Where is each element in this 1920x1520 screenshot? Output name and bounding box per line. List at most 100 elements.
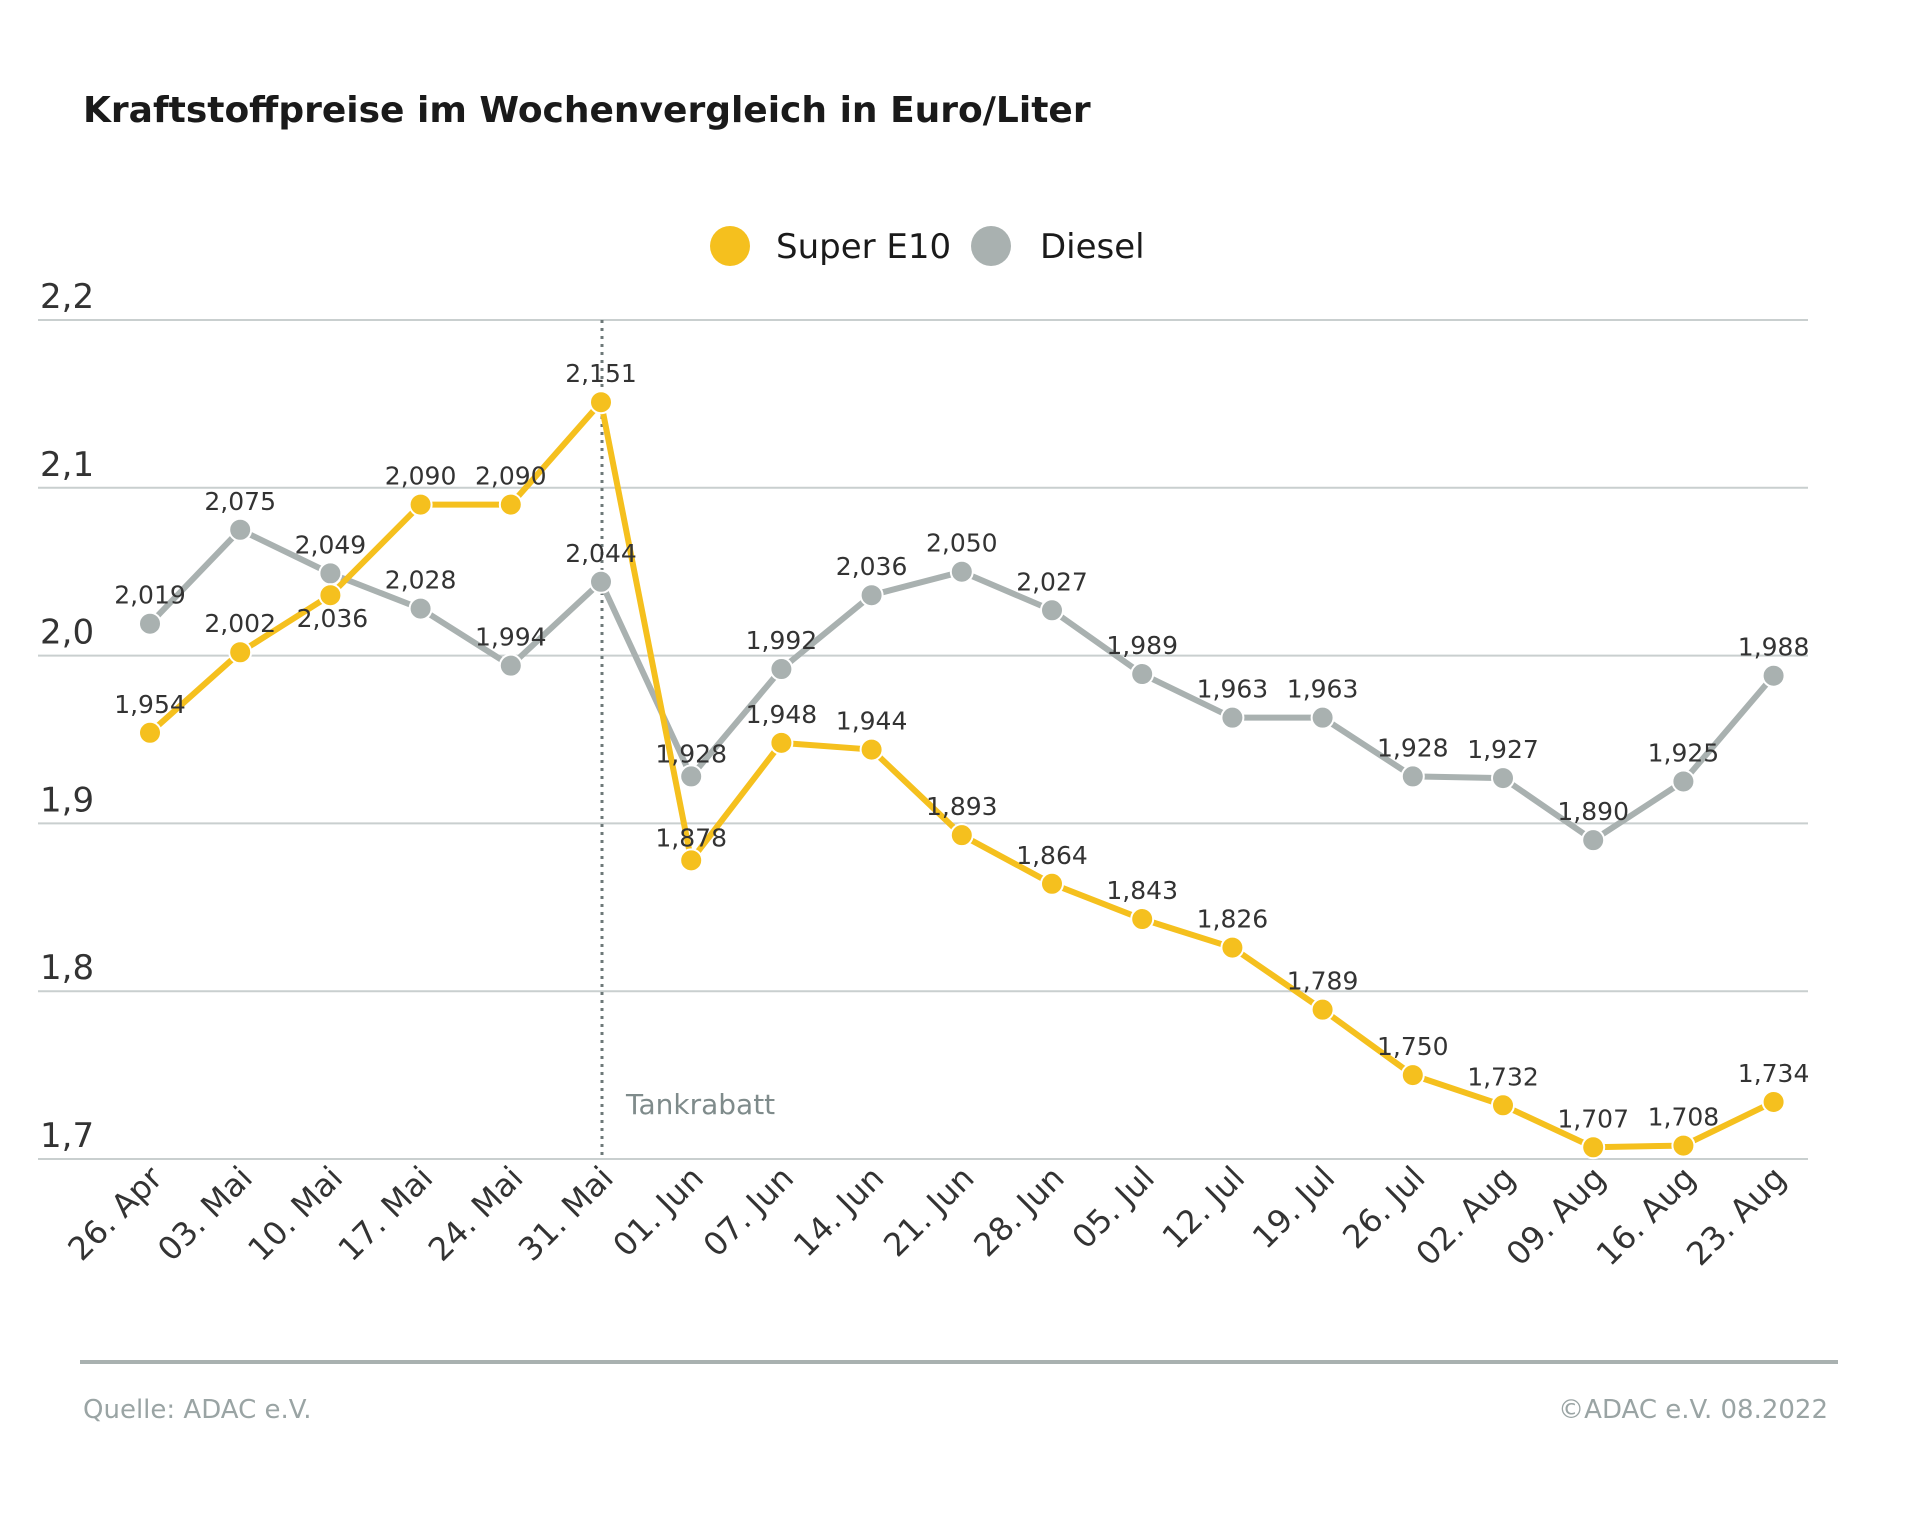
data-label-super-e10: 1,708 <box>1648 1103 1720 1132</box>
data-point-diesel <box>1220 705 1245 730</box>
x-tick-label: 26. Apr <box>60 1158 170 1268</box>
x-tick-label: 17. Mai <box>331 1159 441 1269</box>
data-label-super-e10: 1,750 <box>1377 1032 1449 1061</box>
data-label-super-e10: 1,826 <box>1197 905 1269 934</box>
data-point-super-e10 <box>498 492 523 517</box>
chart-title: Kraftstoffpreise im Wochenvergleich in E… <box>83 90 1091 131</box>
data-point-diesel <box>589 569 613 594</box>
data-label-diesel: 2,050 <box>926 529 998 558</box>
data-point-super-e10 <box>1220 935 1245 960</box>
data-point-super-e10 <box>949 823 974 848</box>
legend: Super E10 Diesel <box>710 226 1145 267</box>
data-label-diesel: 2,028 <box>385 566 457 595</box>
data-point-super-e10 <box>1491 1093 1515 1118</box>
data-point-super-e10 <box>769 730 794 755</box>
data-point-super-e10 <box>589 390 613 415</box>
data-label-diesel: 2,027 <box>1016 567 1088 596</box>
data-label-diesel: 1,992 <box>746 626 818 655</box>
tankrabatt-label: Tankrabatt <box>625 1088 775 1121</box>
data-label-diesel: 2,019 <box>114 581 186 610</box>
data-label-diesel: 1,928 <box>1377 733 1449 762</box>
footer-copyright: ©ADAC e.V. 08.2022 <box>1558 1395 1828 1425</box>
data-point-super-e10 <box>1400 1063 1425 1088</box>
data-label-diesel: 2,075 <box>204 487 276 516</box>
data-point-diesel <box>318 561 343 586</box>
legend-label-super-e10: Super E10 <box>776 227 951 267</box>
data-label-super-e10: 2,036 <box>297 604 369 633</box>
legend-marker-super-e10 <box>710 226 750 266</box>
y-tick-label: 1,9 <box>40 780 94 820</box>
data-label-super-e10: 1,843 <box>1106 876 1178 905</box>
x-tick-label: 05. Jul <box>1065 1159 1162 1256</box>
grid <box>38 319 1808 1160</box>
y-tick-label: 2,1 <box>40 445 94 485</box>
data-label-super-e10: 1,944 <box>836 707 908 736</box>
x-tick-label: 23. Aug <box>1679 1159 1793 1273</box>
data-label-diesel: 2,044 <box>565 539 637 568</box>
data-point-diesel <box>498 653 523 678</box>
data-label-super-e10: 1,732 <box>1467 1062 1539 1091</box>
x-tick-label: 14. Jun <box>786 1159 891 1264</box>
data-point-diesel <box>1761 663 1786 688</box>
y-axis-ticks: 1,7 1,8 1,9 2,0 2,1 2,2 <box>40 277 94 1156</box>
data-point-diesel <box>949 559 974 584</box>
x-tick-label: 03. Mai <box>150 1159 260 1269</box>
data-label-diesel: 2,049 <box>295 530 367 559</box>
data-point-super-e10 <box>1581 1135 1606 1160</box>
data-point-diesel <box>859 583 884 608</box>
data-label-super-e10: 2,002 <box>204 609 276 638</box>
x-tick-label: 12. Jul <box>1155 1159 1252 1256</box>
data-label-super-e10: 1,864 <box>1016 841 1088 870</box>
data-point-super-e10 <box>1761 1089 1786 1114</box>
x-tick-label: 10. Mai <box>240 1159 350 1269</box>
data-label-super-e10: 2,090 <box>475 462 547 491</box>
data-point-diesel <box>1310 705 1335 730</box>
legend-label-diesel: Diesel <box>1040 227 1145 267</box>
annotations: Tankrabatt <box>600 320 775 1159</box>
data-point-super-e10 <box>318 583 343 608</box>
data-label-super-e10: 2,090 <box>385 462 457 491</box>
data-label-diesel: 1,963 <box>1287 675 1359 704</box>
data-label-diesel: 1,988 <box>1738 633 1810 662</box>
data-label-diesel: 1,989 <box>1106 631 1178 660</box>
x-tick-label: 02. Aug <box>1408 1159 1522 1273</box>
x-tick-label: 07. Jun <box>696 1159 801 1264</box>
data-point-diesel <box>769 657 794 682</box>
data-label-diesel: 1,963 <box>1197 675 1269 704</box>
data-label-diesel: 1,925 <box>1648 738 1720 767</box>
x-tick-label: 28. Jun <box>966 1159 1071 1264</box>
data-point-super-e10 <box>228 640 253 665</box>
data-point-super-e10 <box>1671 1133 1696 1158</box>
data-point-super-e10 <box>679 848 704 873</box>
data-label-diesel: 1,927 <box>1467 735 1539 764</box>
data-label-super-e10: 1,789 <box>1287 967 1359 996</box>
footer-source: Quelle: ADAC e.V. <box>83 1395 311 1425</box>
data-point-super-e10 <box>859 737 884 762</box>
data-label-diesel: 1,928 <box>655 739 727 768</box>
data-point-super-e10 <box>138 720 162 745</box>
x-tick-label: 16. Aug <box>1589 1159 1703 1273</box>
data-point-diesel <box>1130 662 1155 687</box>
data-point-diesel <box>679 764 704 789</box>
data-point-diesel <box>1400 764 1425 789</box>
x-tick-label: 24. Mai <box>421 1159 531 1269</box>
data-label-super-e10: 1,878 <box>655 823 727 852</box>
x-tick-label: 31. Mai <box>511 1159 621 1269</box>
data-point-diesel <box>228 517 253 542</box>
data-point-super-e10 <box>408 492 433 517</box>
data-point-diesel <box>1491 766 1515 791</box>
data-point-super-e10 <box>1310 997 1335 1022</box>
data-label-diesel: 2,036 <box>836 552 908 581</box>
y-tick-label: 1,8 <box>40 948 94 988</box>
x-tick-label: 19. Jul <box>1245 1159 1342 1256</box>
data-label-super-e10: 1,893 <box>926 792 998 821</box>
data-point-diesel <box>1671 769 1696 794</box>
data-point-super-e10 <box>1040 871 1064 896</box>
y-tick-label: 2,2 <box>40 277 94 317</box>
series-line-super-e10 <box>147 399 1777 1151</box>
data-label-super-e10: 1,707 <box>1557 1104 1629 1133</box>
legend-marker-diesel <box>971 226 1011 266</box>
data-label-diesel: 1,890 <box>1557 797 1629 826</box>
